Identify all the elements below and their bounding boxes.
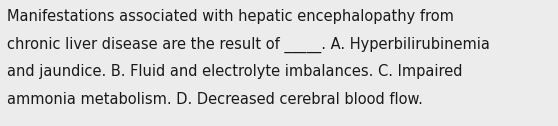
Text: and jaundice. B. Fluid and electrolyte imbalances. C. Impaired: and jaundice. B. Fluid and electrolyte i… [7,64,463,79]
Text: chronic liver disease are the result of _____. A. Hyperbilirubinemia: chronic liver disease are the result of … [7,37,490,53]
Text: ammonia metabolism. D. Decreased cerebral blood flow.: ammonia metabolism. D. Decreased cerebra… [7,92,423,107]
Text: Manifestations associated with hepatic encephalopathy from: Manifestations associated with hepatic e… [7,9,454,24]
